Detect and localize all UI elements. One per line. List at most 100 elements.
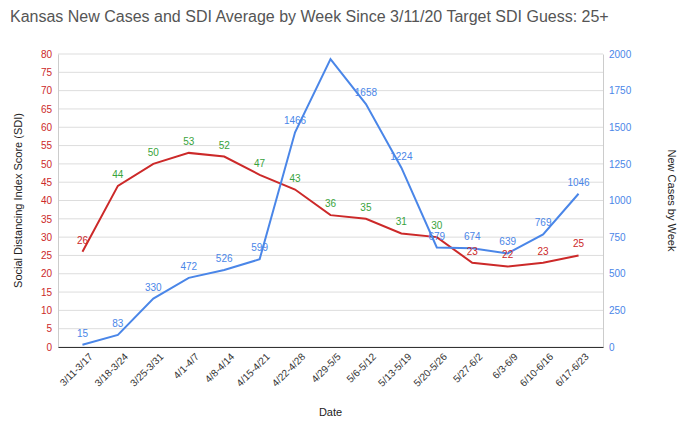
data-label: 1658 xyxy=(355,87,378,98)
tick: 60 xyxy=(41,122,58,133)
x-axis: 3/11-3/173/18-3/243/25-3/314/1-4/74/8-4/… xyxy=(58,347,604,389)
tick-label: 30 xyxy=(41,232,53,243)
y2-axis-title: New Cases by Week xyxy=(666,150,678,252)
grid-line xyxy=(58,328,603,329)
y-axis-title: Social Distancing Index Score (SDI) xyxy=(12,113,24,288)
tick-label: 50 xyxy=(41,159,53,170)
tick-label: 3/25-3/31 xyxy=(128,351,166,389)
tick-label: 10 xyxy=(41,305,53,316)
data-label: 599 xyxy=(251,242,268,253)
tick-label: 0 xyxy=(46,342,52,353)
data-label: 52 xyxy=(219,140,231,151)
grid-line xyxy=(58,182,603,183)
grid-line xyxy=(58,347,603,348)
grid-line xyxy=(58,127,603,128)
tick-label: 4/1-4/7 xyxy=(171,351,201,381)
axis-line xyxy=(59,347,604,348)
tick-label: 1250 xyxy=(609,159,632,170)
data-label: 769 xyxy=(535,217,552,228)
data-label: 53 xyxy=(183,136,195,147)
tick: 80 xyxy=(41,49,58,60)
title: Kansas New Cases and SDI Average by Week… xyxy=(10,8,609,25)
tick: 1000 xyxy=(603,195,632,206)
tick: 55 xyxy=(41,140,58,151)
data-label: 26 xyxy=(77,235,89,246)
data-label: 23 xyxy=(538,246,550,257)
tick: 5 xyxy=(46,323,58,334)
tick-label: 80 xyxy=(41,49,53,60)
tick: 25 xyxy=(41,250,58,261)
tick-label: 75 xyxy=(41,67,53,78)
data-label: 472 xyxy=(180,261,197,272)
data-label: 1224 xyxy=(390,151,413,162)
tick-label: 6/3-6/9 xyxy=(490,351,520,381)
tick-label: 60 xyxy=(41,122,53,133)
x-axis-title: Date xyxy=(319,406,342,418)
tick: 5/20-5/26 xyxy=(411,347,449,389)
tick: 3/25-3/31 xyxy=(128,347,166,389)
data-label: 679 xyxy=(428,231,445,242)
line xyxy=(82,59,578,345)
data-label: 1466 xyxy=(284,115,307,126)
data-label: 330 xyxy=(145,282,162,293)
tick: 6/17-6/23 xyxy=(553,347,591,389)
tick: 4/29-5/5 xyxy=(309,347,343,385)
grid-line xyxy=(58,108,603,109)
data-label: 30 xyxy=(431,220,443,231)
chart: Kansas New Cases and SDI Average by Week… xyxy=(0,0,690,426)
grid-line xyxy=(58,145,603,146)
grid-line xyxy=(58,292,603,293)
data-label: 674 xyxy=(464,231,481,242)
data-label: 639 xyxy=(499,236,516,247)
tick: 65 xyxy=(41,104,58,115)
tick-label: 4/15-4/21 xyxy=(234,351,272,389)
tick: 5/27-6/2 xyxy=(451,347,485,385)
tick-label: 1000 xyxy=(609,195,632,206)
tick: 30 xyxy=(41,232,58,243)
tick: 6/10-6/16 xyxy=(518,347,556,389)
data-label: 50 xyxy=(148,147,160,158)
tick-label: 5/6-5/12 xyxy=(344,351,378,385)
tick-label: 70 xyxy=(41,85,53,96)
tick-label: 2000 xyxy=(609,49,632,60)
tick-label: 35 xyxy=(41,214,53,225)
axis-line xyxy=(603,55,604,348)
tick-label: 6/10-6/16 xyxy=(518,351,556,389)
data-label: 83 xyxy=(112,318,124,329)
tick-label: 250 xyxy=(609,305,626,316)
tick: 4/22-4/28 xyxy=(270,347,308,389)
grid-line xyxy=(58,90,603,91)
tick: 15 xyxy=(41,287,58,298)
data-label: 43 xyxy=(290,173,302,184)
data-label: 44 xyxy=(112,169,124,180)
tick-label: 4/29-5/5 xyxy=(309,351,343,385)
tick-label: 1500 xyxy=(609,122,632,133)
plot-area xyxy=(82,59,578,345)
tick: 5/13-5/19 xyxy=(376,347,414,389)
tick-label: 4/22-4/28 xyxy=(270,351,308,389)
data-label: 47 xyxy=(254,158,266,169)
tick-label: 0 xyxy=(609,342,615,353)
tick-label: 5 xyxy=(46,323,52,334)
data-labels: 2644505352474336353130232223251583330472… xyxy=(77,87,590,339)
tick: 75 xyxy=(41,67,58,78)
grid-line xyxy=(58,273,603,274)
data-label: 1046 xyxy=(567,177,590,188)
tick-label: 5/20-5/26 xyxy=(411,351,449,389)
grid xyxy=(58,54,603,347)
tick-label: 20 xyxy=(41,268,53,279)
tick-label: 5/27-6/2 xyxy=(451,351,485,385)
tick-label: 15 xyxy=(41,287,53,298)
data-label: 22 xyxy=(502,249,514,260)
data-label: 31 xyxy=(396,216,408,227)
tick: 1250 xyxy=(603,159,632,170)
tick-label: 3/11-3/17 xyxy=(58,351,95,388)
grid-line xyxy=(58,218,603,219)
tick-label: 1750 xyxy=(609,85,632,96)
tick: 2000 xyxy=(603,49,632,60)
tick-label: 3/18-3/24 xyxy=(92,351,130,389)
tick-label: 45 xyxy=(41,177,53,188)
tick: 50 xyxy=(41,159,58,170)
tick: 45 xyxy=(41,177,58,188)
grid-line xyxy=(58,72,603,73)
